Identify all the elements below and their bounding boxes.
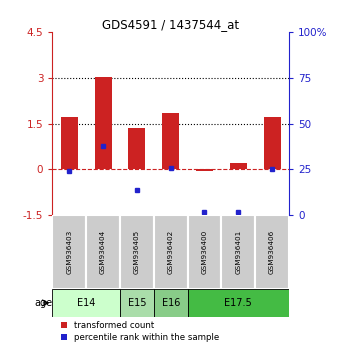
Legend: transformed count, percentile rank within the sample: transformed count, percentile rank withi… — [62, 321, 220, 342]
Bar — [154, 289, 188, 317]
Bar — [255, 215, 289, 289]
Bar — [52, 289, 120, 317]
Bar — [61, 117, 78, 170]
Bar — [196, 170, 213, 171]
Bar — [154, 215, 188, 289]
Text: GSM936400: GSM936400 — [201, 230, 208, 274]
Bar — [95, 77, 112, 170]
Title: GDS4591 / 1437544_at: GDS4591 / 1437544_at — [102, 18, 239, 31]
Bar — [264, 117, 281, 170]
Text: GSM936402: GSM936402 — [168, 230, 174, 274]
Text: GSM936401: GSM936401 — [235, 230, 241, 274]
Bar — [86, 215, 120, 289]
Bar — [230, 163, 247, 170]
Bar — [52, 215, 86, 289]
Text: E14: E14 — [77, 298, 95, 308]
Text: E16: E16 — [162, 298, 180, 308]
Bar — [188, 215, 221, 289]
Bar — [120, 289, 154, 317]
Bar — [221, 215, 255, 289]
Text: GSM936406: GSM936406 — [269, 230, 275, 274]
Text: E17.5: E17.5 — [224, 298, 252, 308]
Bar — [128, 128, 145, 170]
Text: GSM936405: GSM936405 — [134, 230, 140, 274]
Text: GSM936403: GSM936403 — [66, 230, 72, 274]
Bar — [188, 289, 289, 317]
Text: E15: E15 — [128, 298, 146, 308]
Text: age: age — [34, 298, 52, 308]
Bar — [162, 113, 179, 170]
Bar — [120, 215, 154, 289]
Text: GSM936404: GSM936404 — [100, 230, 106, 274]
